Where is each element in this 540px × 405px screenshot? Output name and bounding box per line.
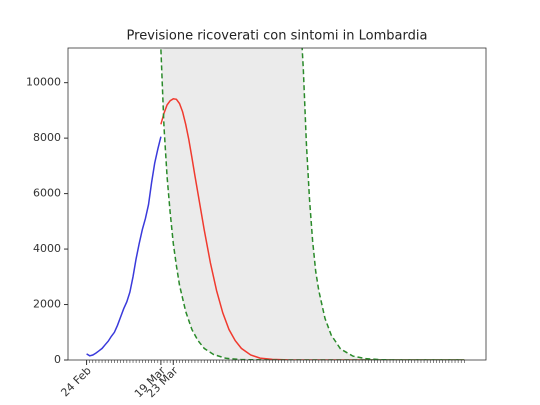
- axes-frame: [67, 47, 487, 361]
- y-tick-label: 10000: [26, 76, 61, 89]
- chart-title: Previsione ricoverati con sintomi in Lom…: [127, 29, 428, 44]
- plot-area: [86, 48, 465, 360]
- y-tick-label: 4000: [33, 242, 61, 255]
- bound-line: [301, 48, 465, 360]
- y-tick-label: 6000: [33, 187, 61, 200]
- series-line: [86, 136, 162, 357]
- y-tick-label: 0: [54, 353, 61, 366]
- y-tick-label: 8000: [33, 131, 61, 144]
- x-tick-label: 24 Feb: [58, 364, 93, 399]
- confidence-band: [160, 48, 465, 360]
- y-tick-label: 2000: [33, 298, 61, 311]
- bound-line: [160, 49, 465, 360]
